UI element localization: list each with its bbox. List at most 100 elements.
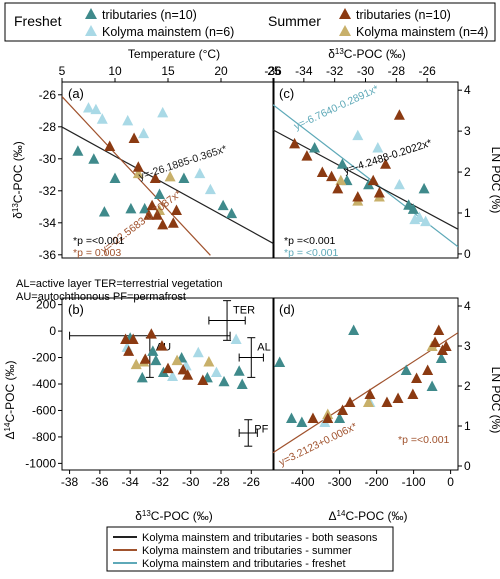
panel-c-p-both: *p =<0.001 xyxy=(284,235,336,247)
panel-d-point-sum-trib xyxy=(433,324,445,335)
panel-a-x-tick-label: 25 xyxy=(267,64,281,78)
panel-c-point-sum-trib xyxy=(373,187,385,198)
panel-b-point-fresh-main xyxy=(167,370,179,382)
panel-c-point-fresh-trib xyxy=(403,199,415,210)
panel-a-point-fresh-main xyxy=(157,106,169,118)
panel-b-label: (b) xyxy=(68,302,84,317)
panel-b: -38 -36 -34 -32 -30 -28 -26 200 0 -200 -400 -600 -80… xyxy=(25,297,275,489)
panel-a-x-tick-label: 10 xyxy=(108,64,122,78)
panel-b-point-fresh-main xyxy=(210,366,222,378)
panel-a-point-fresh-trib xyxy=(178,172,190,183)
panel-b-x-tick-label: -30 xyxy=(182,475,200,489)
panel-c-top-axis-label: δ13C-POC (‰) xyxy=(328,47,406,62)
panel-c: -36 -34 -32 -30 -28 -26 0 1 2 3 4 (c) xyxy=(264,64,471,261)
panel-c-point-sum-trib xyxy=(380,158,392,169)
panel-a-point-fresh-trib xyxy=(226,207,238,219)
panel-d-y-tick-label: 1 xyxy=(464,419,471,433)
panel-b-y-tick-label: 0 xyxy=(49,324,56,338)
panel-b-point-fresh-trib xyxy=(136,371,148,383)
panel-b-x-tick-label: -38 xyxy=(61,475,79,489)
panel-d-y-tick-label: 4 xyxy=(464,299,471,313)
panel-d-point-sum-trib xyxy=(381,396,393,407)
panel-b-point-sum-trib xyxy=(177,363,189,375)
panel-d-point-sum-trib xyxy=(392,392,404,403)
panel-d-point-sum-trib xyxy=(322,412,334,423)
panel-c-point-fresh-main xyxy=(372,141,384,153)
panel-d-y-tick-label: 3 xyxy=(464,339,471,353)
panel-a-point-sum-trib xyxy=(128,132,140,143)
panel-a-regression-line-both xyxy=(62,126,274,245)
panel-a-label: (a) xyxy=(68,86,84,101)
legend-sum-trib-marker xyxy=(339,8,351,19)
panel-d-x-tick-label: -300 xyxy=(328,475,352,489)
endmember-pf-label: PF xyxy=(254,424,268,436)
panel-b-point-fresh-main xyxy=(230,333,242,344)
plots: 5 10 15 20 25-26-28-30-32-34-36(a)-36 -34 -32-… xyxy=(25,64,471,489)
panel-a-y-tick-label: -26 xyxy=(39,88,57,102)
panel-d-y-tick-label: 0 xyxy=(464,459,471,473)
legend-sum-main-marker xyxy=(339,25,351,36)
panel-b-point-sum-main xyxy=(130,358,142,370)
panel-c-x-tick-label: -28 xyxy=(388,64,406,78)
panel-a-y-tick-label: -34 xyxy=(39,216,57,230)
panel-d-x-tick-label: -400 xyxy=(291,475,315,489)
panel-c-point-fresh-main xyxy=(393,178,405,190)
panel-c-y-tick-label: 1 xyxy=(464,206,471,220)
panel-c-label: (c) xyxy=(279,86,294,101)
panel-c-point-sum-trib xyxy=(289,137,301,149)
panel-b-x-tick-label: -36 xyxy=(91,475,109,489)
panel-d-point-sum-main xyxy=(362,396,374,407)
bottom-legend: Kolyma mainstem and tributaries - both s… xyxy=(106,526,394,572)
panel-a-x-tick-label: 20 xyxy=(214,64,228,78)
panel-b-y-tick-label: -800 xyxy=(32,430,56,444)
panel-d-point-fresh-trib xyxy=(348,324,360,335)
panel-c-p-freshet: *p = <0.001 xyxy=(284,247,338,259)
panel-d-p-summer: *p =<0.001 xyxy=(398,434,450,446)
panel-c-y-tick-label: 2 xyxy=(464,165,471,179)
panel-a-point-fresh-trib xyxy=(154,188,166,199)
panel-a-point-sum-trib xyxy=(170,204,182,215)
panel-a-top-axis-label: Temperature (°C) xyxy=(128,47,220,61)
panel-b-point-sum-trib xyxy=(182,369,194,380)
panel-c-point-sum-trib xyxy=(301,150,313,161)
panel-c-y-tick-label: 4 xyxy=(464,83,471,97)
panel-c-point-fresh-trib xyxy=(336,158,348,169)
panel-b-y-tick-label: -600 xyxy=(32,403,56,417)
panel-b-point-fresh-trib xyxy=(218,375,230,387)
panel-c-ylabel: LN POC (%) xyxy=(489,147,500,214)
legend-summer-line-label: Kolyma mainstem and tributaries - summer xyxy=(142,545,352,557)
panel-d-point-fresh-trib xyxy=(435,352,447,363)
panel-a-point-sum-trib xyxy=(157,218,169,230)
top-legend: Freshet Summer tributaries (n=10) Kolyma… xyxy=(4,2,496,42)
endmember-ter-label: TER xyxy=(233,305,255,317)
panel-d-frame xyxy=(272,297,459,471)
panel-a-point-fresh-main xyxy=(96,113,108,124)
panel-c-x-tick-label: -30 xyxy=(357,64,375,78)
panel-a-point-fresh-trib xyxy=(98,206,110,217)
legend-fresh-trib-marker xyxy=(85,8,97,19)
panel-d-point-sum-trib xyxy=(422,364,434,375)
panel-b-x-tick-label: -32 xyxy=(152,475,170,489)
legend-freshet-line-label: Kolyma mainstem and tributaries - freshe… xyxy=(142,558,346,570)
legend-sum-trib-label: tributaries (n=10) xyxy=(356,8,451,22)
panel-b-point-sum-trib xyxy=(145,328,157,339)
panel-d-y-tick-label: 2 xyxy=(464,379,471,393)
panel-a-point-fresh-main xyxy=(138,127,150,139)
panel-b-plot-area: AUTERALPF xyxy=(69,300,271,447)
panel-a-p-both: *p =<0.001 xyxy=(73,235,125,247)
endmember-al-label: AL xyxy=(257,342,270,354)
panel-c-eq-both: y=-4.2488-0.2022x* xyxy=(342,137,433,177)
legend-sum-main-label: Kolyma mainstem (n=4) xyxy=(356,25,488,39)
panel-d-point-sum-trib xyxy=(411,372,423,383)
panel-a-plot-area xyxy=(62,96,274,256)
panel-d-x-tick-label: 0 xyxy=(447,475,454,489)
panel-d-point-sum-trib xyxy=(344,396,356,407)
panel-c-point-fresh-trib xyxy=(418,182,430,194)
panel-d-point-fresh-trib xyxy=(334,412,346,423)
panel-d-ylabel: LN POC (%) xyxy=(489,367,500,434)
panel-b-point-sum-trib xyxy=(127,333,139,344)
legend-fresh-main-label: Kolyma mainstem (n=6) xyxy=(102,25,234,39)
panel-a-ylabel: δ13C-POC (‰) xyxy=(11,141,26,219)
panel-b-point-sum-trib xyxy=(162,362,174,374)
panel-d-point-fresh-trib xyxy=(400,364,412,375)
